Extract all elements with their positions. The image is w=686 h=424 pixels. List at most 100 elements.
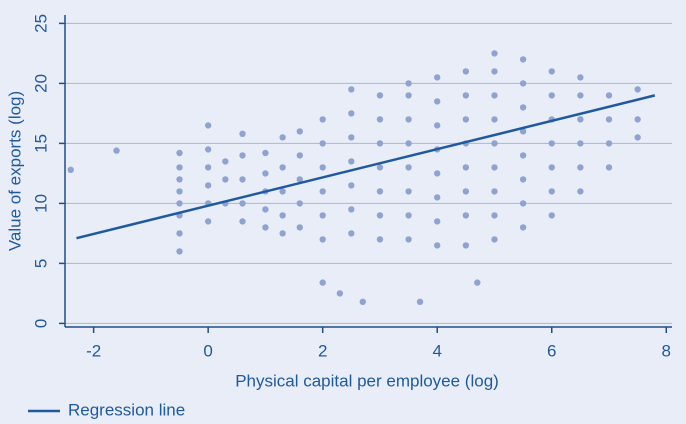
point xyxy=(262,149,269,157)
point xyxy=(319,188,326,195)
point xyxy=(204,146,212,153)
point xyxy=(336,290,344,297)
x-tick-label: 8 xyxy=(662,341,671,360)
point xyxy=(239,200,246,207)
point xyxy=(376,92,384,99)
point xyxy=(405,164,412,171)
x-tick-label: 0 xyxy=(203,341,212,360)
point xyxy=(405,212,412,219)
point xyxy=(405,80,412,87)
point xyxy=(434,194,441,201)
point xyxy=(376,212,384,219)
x-tick-label: 4 xyxy=(432,341,441,360)
point xyxy=(634,116,641,123)
point xyxy=(222,176,229,183)
y-tick-label: 0 xyxy=(31,319,50,328)
point xyxy=(376,116,384,123)
point xyxy=(405,140,412,147)
point xyxy=(279,230,286,237)
x-tick-label: 6 xyxy=(547,341,556,360)
point xyxy=(67,166,74,173)
point xyxy=(548,164,555,171)
point xyxy=(405,92,412,99)
point xyxy=(279,188,286,195)
point xyxy=(634,134,641,141)
point xyxy=(491,50,498,57)
point xyxy=(434,98,441,105)
y-axis-label: Value of exports (log) xyxy=(5,91,24,251)
point xyxy=(491,164,498,171)
y-tick-label: 20 xyxy=(31,74,50,93)
point xyxy=(296,176,303,183)
point xyxy=(474,279,481,286)
point xyxy=(491,212,498,219)
point xyxy=(519,200,527,207)
point xyxy=(279,212,286,219)
point xyxy=(462,92,470,99)
point xyxy=(519,224,527,231)
point xyxy=(239,152,246,159)
point xyxy=(348,134,355,141)
point xyxy=(319,116,326,123)
point xyxy=(319,140,326,147)
point xyxy=(605,116,613,123)
point xyxy=(296,224,303,231)
legend-label: Regression line xyxy=(68,400,185,419)
point xyxy=(176,149,183,157)
point xyxy=(376,236,384,243)
point xyxy=(548,140,555,147)
point xyxy=(405,116,412,123)
point xyxy=(577,164,584,171)
point xyxy=(519,128,527,135)
y-tick-label: 10 xyxy=(31,194,50,213)
point xyxy=(176,164,183,171)
point xyxy=(491,140,498,147)
point xyxy=(462,116,470,123)
point xyxy=(491,116,498,123)
point xyxy=(434,74,441,81)
point xyxy=(319,236,326,243)
y-tick-label: 15 xyxy=(31,134,50,153)
point xyxy=(239,218,246,225)
point xyxy=(491,236,498,243)
point xyxy=(434,170,441,177)
point xyxy=(605,164,613,171)
x-tick-label: 2 xyxy=(318,341,327,360)
point xyxy=(519,152,527,159)
point xyxy=(434,242,441,249)
point xyxy=(204,122,212,129)
point xyxy=(434,122,441,129)
point xyxy=(548,188,555,195)
point xyxy=(462,164,470,171)
point xyxy=(222,158,229,165)
y-tick-label: 5 xyxy=(31,259,50,268)
point xyxy=(204,164,212,171)
point xyxy=(405,188,412,195)
point xyxy=(113,147,120,154)
point xyxy=(434,218,441,225)
point xyxy=(176,248,183,255)
point xyxy=(577,92,584,99)
point xyxy=(376,140,384,147)
point xyxy=(319,164,326,171)
point xyxy=(605,92,613,99)
point xyxy=(204,182,212,189)
point xyxy=(279,134,286,141)
point xyxy=(176,188,183,195)
point xyxy=(262,206,269,213)
point xyxy=(204,218,212,225)
point xyxy=(279,164,286,171)
point xyxy=(348,230,355,237)
point xyxy=(462,68,470,75)
point xyxy=(462,188,470,195)
point xyxy=(519,56,527,63)
point xyxy=(519,104,527,111)
point xyxy=(548,68,555,75)
point xyxy=(548,212,555,219)
point xyxy=(348,110,355,117)
point xyxy=(348,86,355,93)
point xyxy=(359,298,366,305)
point xyxy=(296,152,303,159)
point xyxy=(262,224,269,231)
point xyxy=(519,176,527,183)
